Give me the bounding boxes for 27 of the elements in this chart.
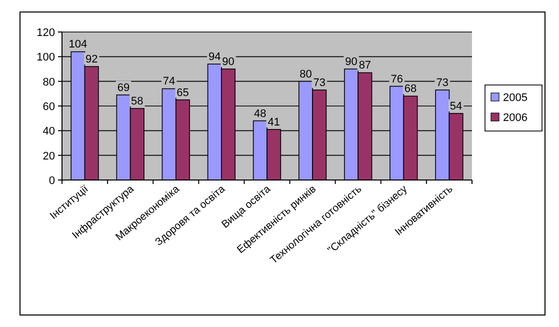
data-label: 73 xyxy=(436,76,449,89)
data-label: 41 xyxy=(268,116,280,128)
y-tick-label: 60 xyxy=(42,101,55,113)
legend-label: 2005 xyxy=(503,92,528,104)
data-label: 104 xyxy=(68,38,88,51)
data-label: 90 xyxy=(345,56,358,68)
y-tick-label: 120 xyxy=(36,27,55,39)
data-label: 48 xyxy=(254,108,266,120)
data-label: 69 xyxy=(117,82,130,94)
data-label: 74 xyxy=(162,76,176,88)
data-label: 92 xyxy=(85,54,98,66)
y-tick-label: 40 xyxy=(42,126,55,138)
data-label: 90 xyxy=(222,56,234,68)
data-label: 94 xyxy=(208,51,221,64)
data-label: 58 xyxy=(131,95,144,108)
data-label: 68 xyxy=(404,83,417,96)
y-tick-label: 80 xyxy=(42,76,55,88)
y-tick-label: 20 xyxy=(42,150,55,162)
data-label: 76 xyxy=(390,73,403,86)
y-tick-label: 0 xyxy=(48,175,55,187)
data-label: 54 xyxy=(450,100,462,112)
data-label: 65 xyxy=(176,86,189,99)
y-tick-label: 100 xyxy=(36,52,55,64)
data-label: 80 xyxy=(300,68,312,80)
data-label: 87 xyxy=(358,60,372,72)
data-label: 73 xyxy=(313,76,326,89)
legend-label: 2006 xyxy=(503,112,528,124)
